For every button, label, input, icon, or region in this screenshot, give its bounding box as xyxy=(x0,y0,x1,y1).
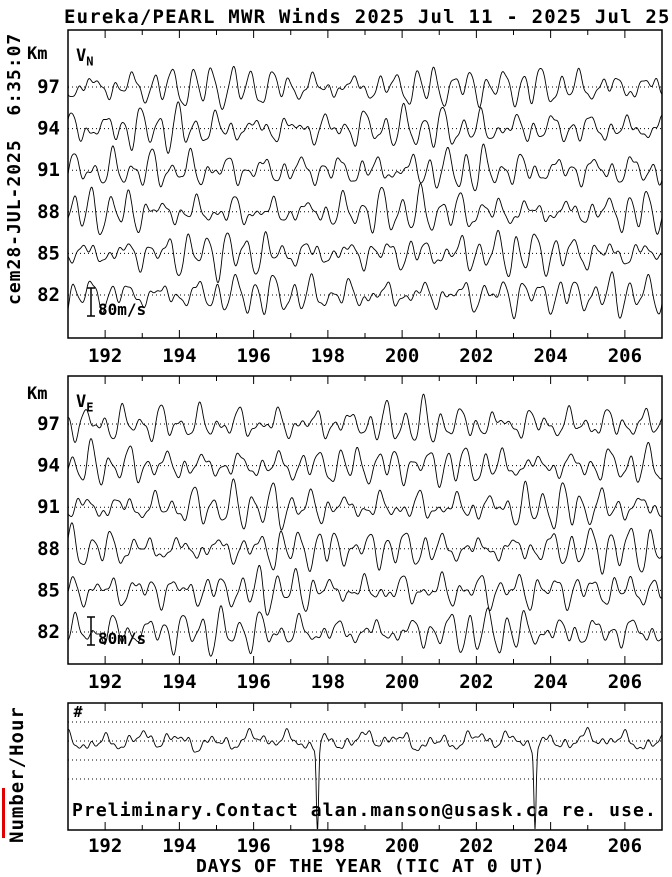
ve-panel-label: VE xyxy=(76,392,93,414)
ve-x-tick-label: 202 xyxy=(459,671,493,693)
ve-trace-91km xyxy=(68,478,662,531)
red-marker xyxy=(2,788,5,838)
vn-x-tick-label: 194 xyxy=(162,345,196,367)
vn-altitude-label: 97 xyxy=(37,76,60,98)
ve-x-tick-label: 196 xyxy=(236,671,270,693)
count-x-tick-label: 194 xyxy=(162,835,196,857)
vn-altitude-label: 82 xyxy=(37,284,60,306)
ve-letter: V xyxy=(76,392,87,412)
ve-scale-bar-label: 80m/s xyxy=(98,629,147,648)
ve-x-tick-label: 194 xyxy=(162,671,196,693)
ve-x-tick-label: 192 xyxy=(88,671,122,693)
count-x-tick-label: 200 xyxy=(385,835,419,857)
vn-panel-label: VN xyxy=(76,46,93,68)
count-rate-trace xyxy=(68,726,662,829)
ve-trace-97km xyxy=(68,393,662,443)
preliminary-contact-note: Preliminary.Contact alan.manson@usask.ca… xyxy=(72,800,657,821)
vn-x-tick-label: 204 xyxy=(533,345,567,367)
vn-altitude-label: 94 xyxy=(37,118,60,140)
vn-x-tick-label: 196 xyxy=(236,345,270,367)
km-unit-label-ve: Km xyxy=(27,384,48,404)
ve-altitude-label: 91 xyxy=(37,496,60,518)
vn-altitude-label: 91 xyxy=(37,159,60,181)
ve-subscript: E xyxy=(86,400,94,415)
count-x-tick-label: 198 xyxy=(311,835,345,857)
x-axis-title: DAYS OF THE YEAR (TIC AT 0 UT) xyxy=(196,856,546,877)
ve-trace-82km xyxy=(68,605,662,657)
ve-altitude-label: 88 xyxy=(37,538,60,560)
timestamp-vertical: cem28-JUL-2025 6:35:07 xyxy=(4,32,25,305)
count-x-tick-label: 206 xyxy=(608,835,642,857)
ve-trace-88km xyxy=(68,522,662,575)
vn-trace-94km xyxy=(68,101,662,154)
count-x-tick-label: 202 xyxy=(459,835,493,857)
vn-x-tick-label: 202 xyxy=(459,345,493,367)
count-x-tick-label: 204 xyxy=(533,835,567,857)
vn-scale-bar-label: 80m/s xyxy=(98,300,147,319)
ve-x-tick-label: 200 xyxy=(385,671,419,693)
count-x-tick-label: 196 xyxy=(236,835,270,857)
ve-altitude-label: 82 xyxy=(37,621,60,643)
ve-x-tick-label: 198 xyxy=(311,671,345,693)
vn-trace-97km xyxy=(68,65,662,110)
ve-altitude-label: 94 xyxy=(37,455,60,477)
vn-x-tick-label: 200 xyxy=(385,345,419,367)
ve-x-tick-label: 206 xyxy=(608,671,642,693)
count-panel-border xyxy=(67,702,663,831)
ve-trace-94km xyxy=(68,438,662,488)
vn-altitude-label: 88 xyxy=(37,201,60,223)
vn-subscript: N xyxy=(86,54,94,69)
ve-panel-border xyxy=(67,375,663,665)
count-axis-label: Number/Hour xyxy=(6,706,28,843)
vn-trace-85km xyxy=(68,229,662,284)
vn-x-tick-label: 192 xyxy=(88,345,122,367)
vn-letter: V xyxy=(76,46,87,66)
vn-trace-88km xyxy=(68,182,662,236)
km-unit-label-vn: Km xyxy=(27,44,48,64)
count-x-tick-label: 192 xyxy=(88,835,122,857)
vn-x-tick-label: 198 xyxy=(311,345,345,367)
ve-altitude-label: 85 xyxy=(37,579,60,601)
vn-x-tick-label: 206 xyxy=(608,345,642,367)
vn-panel-border xyxy=(67,29,663,339)
ve-trace-85km xyxy=(68,564,662,616)
count-hash-label: # xyxy=(73,703,82,721)
ve-altitude-label: 97 xyxy=(37,413,60,435)
vn-trace-82km xyxy=(68,271,662,320)
vn-trace-91km xyxy=(68,143,662,192)
ve-x-tick-label: 204 xyxy=(533,671,567,693)
vn-altitude-label: 85 xyxy=(37,242,60,264)
page-title: Eureka/PEARL MWR Winds 2025 Jul 11 - 202… xyxy=(64,6,671,28)
